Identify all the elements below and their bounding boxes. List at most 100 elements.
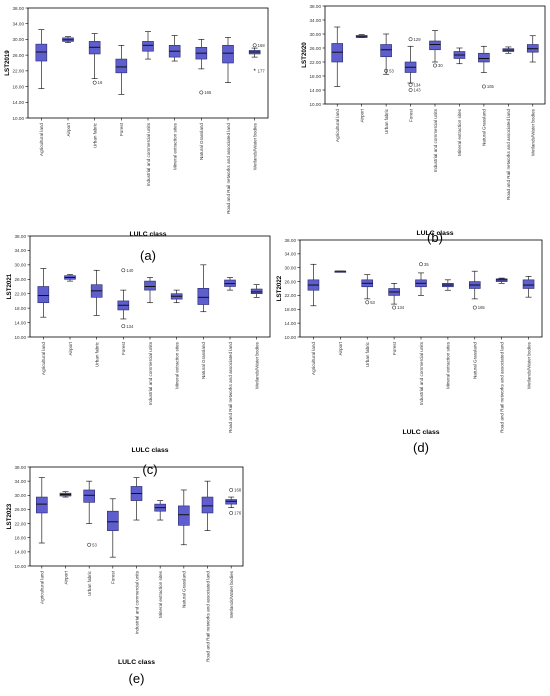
x-tick-label: Road and Rail networks and associated la… xyxy=(226,123,231,214)
outlier-marker xyxy=(433,63,437,68)
outlier-label: 134 xyxy=(126,324,134,329)
x-tick-label: Urban fabric xyxy=(92,122,97,148)
outlier-marker xyxy=(384,68,389,73)
box-iqr xyxy=(222,45,234,64)
x-tick-label: Wetlands/Water bodies xyxy=(531,108,536,156)
y-axis-label: LST2019 xyxy=(4,50,11,76)
box-5 xyxy=(168,35,181,62)
outlier-label: 165 xyxy=(487,84,495,89)
x-tick-label: Forest xyxy=(408,108,413,122)
x-tick-label: Natural Grassland xyxy=(201,342,206,379)
box-0 xyxy=(331,26,344,87)
box-5 xyxy=(453,47,466,65)
y-tick-label: 10.00 xyxy=(310,102,322,107)
chart-panel-0: 10.00 14.00 18.00 22.00 26.00 30.00 34.00 38.00… xyxy=(4,6,269,263)
outlier-label: 129 xyxy=(414,37,422,42)
box-1 xyxy=(64,274,76,282)
x-axis-label: LULC class xyxy=(402,429,439,436)
y-tick-label: 14.00 xyxy=(13,100,25,105)
box-1 xyxy=(355,34,368,38)
box-6 xyxy=(195,39,208,70)
x-tick-label: Natural Grassland xyxy=(473,342,478,379)
y-tick-label: 34.00 xyxy=(285,252,297,257)
box-6 xyxy=(478,45,490,73)
box-3 xyxy=(117,289,130,320)
x-tick-label: Airport xyxy=(63,570,68,584)
outlier-label: 140 xyxy=(126,268,134,273)
y-tick-label: 18.00 xyxy=(285,307,297,312)
box-iqr xyxy=(429,40,441,51)
box-8 xyxy=(522,276,535,298)
outlier-marker xyxy=(408,37,413,42)
outlier-label: 30 xyxy=(438,63,443,68)
outlier-label: 53 xyxy=(92,542,97,547)
box-7 xyxy=(502,46,515,54)
box-3 xyxy=(107,498,119,558)
box-0 xyxy=(35,29,48,89)
x-tick-label: Wetlands/Water bodies xyxy=(252,122,257,170)
y-tick-label: 38.00 xyxy=(13,6,25,11)
x-axis-label: LULC class xyxy=(129,231,166,238)
x-tick-label: Agricultural land xyxy=(311,342,316,375)
x-tick-label: Road and Rail networks and associated la… xyxy=(506,109,511,200)
x-axis-label: LULC class xyxy=(131,447,168,454)
y-tick-label: 22.00 xyxy=(13,69,25,74)
box-0 xyxy=(307,263,320,307)
outlier-marker xyxy=(252,43,257,48)
x-tick-label: Airport xyxy=(68,341,73,355)
x-tick-label: Mineral extraction sites xyxy=(172,122,177,170)
x-tick-label: Forest xyxy=(119,122,124,136)
y-tick-label: 26.00 xyxy=(310,46,322,51)
y-tick-label: 10.00 xyxy=(13,116,25,121)
chart-panel-3: 10.00 14.00 18.00 22.00 26.00 30.00 34.00 38.00… xyxy=(276,238,543,455)
x-tick-label: Forest xyxy=(111,570,116,584)
box-2 xyxy=(361,274,374,300)
x-tick-label: Mineral extraction sites xyxy=(446,341,451,389)
y-tick-label: 22.00 xyxy=(15,521,27,526)
y-tick-label: 10.00 xyxy=(285,335,297,340)
y-tick-label: 10.00 xyxy=(15,564,27,569)
x-tick-label: Natural Grassland xyxy=(182,571,187,608)
outlier-marker xyxy=(408,88,413,92)
x-tick-label: Agricultural land xyxy=(41,342,46,375)
x-tick-label: Urban fabric xyxy=(94,341,99,367)
box-iqr xyxy=(36,496,48,514)
y-axis-label: LST2023 xyxy=(6,503,13,529)
box-5 xyxy=(170,289,183,304)
x-tick-label: Industrial and commercial units xyxy=(419,341,424,405)
box-iqr xyxy=(37,286,50,304)
box-3 xyxy=(388,283,400,305)
x-tick-label: Road and Rail networks and associated la… xyxy=(499,342,504,433)
outlier-marker xyxy=(92,80,97,85)
y-tick-label: 18.00 xyxy=(15,306,27,311)
y-tick-label: 30.00 xyxy=(15,493,27,498)
outlier-label: 165 xyxy=(204,90,212,95)
box-8 xyxy=(248,47,261,58)
x-tick-label: Wetlands/Water bodies xyxy=(254,341,259,389)
outlier-label: 35 xyxy=(424,262,429,267)
y-tick-label: 38.00 xyxy=(310,4,322,9)
box-iqr xyxy=(331,43,344,63)
box-6 xyxy=(197,264,210,313)
box-4 xyxy=(130,477,143,521)
x-tick-label: Wetlands/Water bodies xyxy=(229,570,234,618)
x-tick-label: Road and Rail networks and associated la… xyxy=(205,571,210,662)
x-tick-label: Forest xyxy=(392,341,397,355)
x-tick-label: Agricultural land xyxy=(335,109,340,142)
outlier-label: 53 xyxy=(389,68,394,73)
chart-panel-2: 10.00 14.00 18.00 22.00 26.00 30.00 34.00 38.00… xyxy=(6,234,271,477)
box-0 xyxy=(37,268,50,318)
x-axis-label: LULC class xyxy=(416,230,453,237)
y-tick-label: 18.00 xyxy=(15,536,27,541)
outlier-label: 53 xyxy=(370,300,375,305)
box-4 xyxy=(429,30,441,63)
outlier-marker xyxy=(229,488,234,492)
box-iqr xyxy=(478,52,490,63)
y-tick-label: 26.00 xyxy=(285,279,297,284)
box-1 xyxy=(62,36,74,43)
y-tick-label: 14.00 xyxy=(310,88,322,93)
y-tick-label: 30.00 xyxy=(13,37,25,42)
x-tick-label: Airport xyxy=(359,108,364,122)
box-iqr xyxy=(142,41,154,52)
box-7 xyxy=(224,277,236,291)
